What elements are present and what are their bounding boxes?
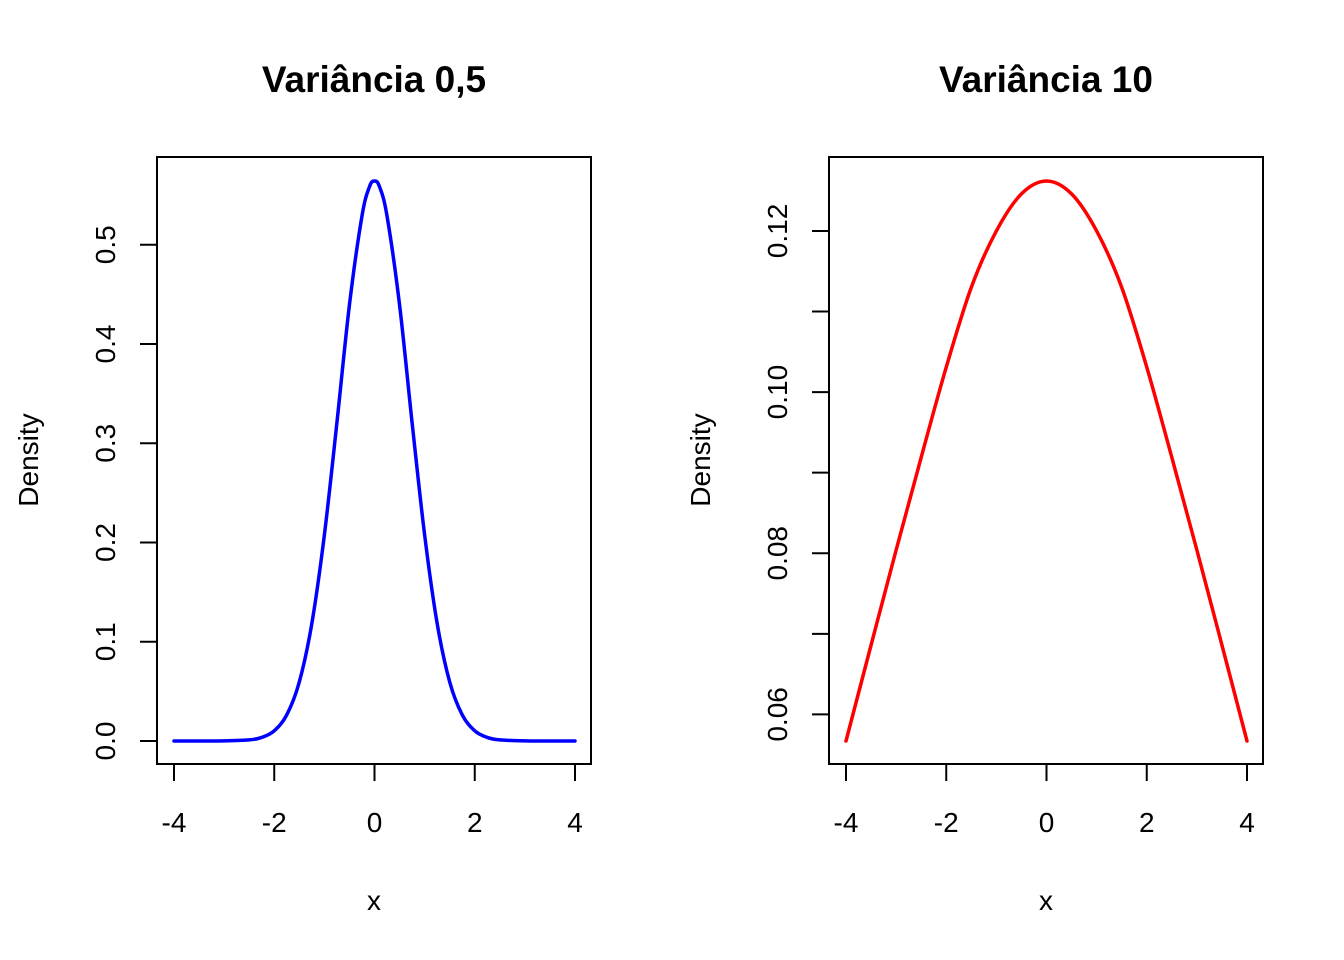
x-axis: -4 -2 0 2 4 bbox=[162, 763, 583, 838]
x-axis: -4 -2 0 2 4 bbox=[834, 763, 1255, 838]
y-tick-label: 0.2 bbox=[90, 523, 121, 562]
x-tick-label: -2 bbox=[934, 807, 959, 838]
panel-1: Variância 0,5 -4 -2 0 2 4 x 0.0 0.1 0.2 0.3 0.4 0.5 D… bbox=[13, 59, 592, 916]
y-tick-label: 0.10 bbox=[762, 365, 793, 420]
y-axis-label: Density bbox=[685, 413, 716, 506]
y-axis: 0.0 0.1 0.2 0.3 0.4 0.5 bbox=[90, 225, 158, 761]
x-tick-label: 0 bbox=[367, 807, 383, 838]
y-tick-label: 0.1 bbox=[90, 622, 121, 661]
x-tick-label: 2 bbox=[1139, 807, 1155, 838]
x-axis-label: x bbox=[367, 885, 381, 916]
y-tick-label: 0.5 bbox=[90, 225, 121, 264]
x-tick-label: 4 bbox=[567, 807, 583, 838]
y-axis-label: Density bbox=[13, 413, 44, 506]
series-1 bbox=[172, 179, 577, 743]
plot-frame bbox=[156, 156, 592, 765]
y-tick-label: 0.06 bbox=[762, 687, 793, 742]
y-tick-label: 0.12 bbox=[762, 204, 793, 259]
y-tick-label: 0.0 bbox=[90, 722, 121, 761]
y-tick-label: 0.3 bbox=[90, 424, 121, 463]
y-tick-label: 0.08 bbox=[762, 526, 793, 581]
x-tick-label: 2 bbox=[467, 807, 483, 838]
chart-title: Variância 10 bbox=[939, 59, 1153, 100]
x-tick-label: -4 bbox=[162, 807, 187, 838]
density-curve bbox=[172, 179, 577, 743]
y-axis: 0.06 0.08 0.10 0.12 bbox=[762, 204, 830, 742]
chart-title: Variância 0,5 bbox=[262, 59, 486, 100]
x-tick-label: -2 bbox=[262, 807, 287, 838]
density-curve bbox=[844, 179, 1249, 743]
x-tick-label: 4 bbox=[1239, 807, 1255, 838]
series-1 bbox=[844, 179, 1249, 743]
x-tick-label: 0 bbox=[1039, 807, 1055, 838]
panel-2: Variância 10 -4 -2 0 2 4 x 0.06 0.08 0.10 0.12 Dens… bbox=[685, 59, 1264, 916]
x-tick-label: -4 bbox=[834, 807, 859, 838]
y-tick-label: 0.4 bbox=[90, 325, 121, 364]
plot-frame bbox=[828, 156, 1264, 765]
x-axis-label: x bbox=[1039, 885, 1053, 916]
